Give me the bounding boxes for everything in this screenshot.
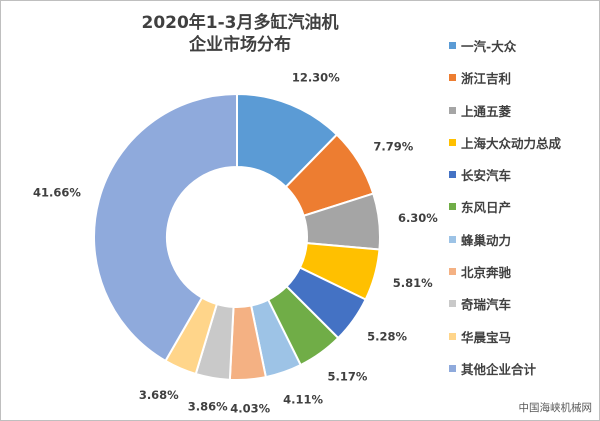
legend-item-2: 浙江吉利 [449, 66, 599, 98]
data-label-4: 5.81% [393, 276, 433, 290]
legend-swatch-4 [449, 138, 456, 146]
legend-label-11: 其他企业合计 [461, 361, 537, 377]
data-label-3: 6.30% [398, 211, 438, 225]
legend-item-8: 北京奔驰 [449, 260, 599, 292]
legend-item-1: 一汽-大众 [449, 34, 599, 66]
legend-item-9: 奇瑞汽车 [449, 292, 599, 324]
legend-swatch-7 [449, 235, 456, 243]
legend-swatch-1 [449, 42, 456, 49]
legend-swatch-11 [449, 364, 456, 372]
legend-label-6: 东风日产 [461, 200, 512, 216]
legend-item-11: 其他企业合计 [449, 357, 599, 389]
data-label-5: 5.28% [367, 330, 407, 344]
data-label-6: 5.17% [327, 370, 367, 384]
legend-swatch-9 [449, 300, 456, 308]
donut-slice-11 [93, 92, 238, 363]
legend-label-3: 上通五菱 [461, 103, 512, 119]
legend-item-5: 长安汽车 [449, 163, 599, 195]
data-label-1: 12.30% [292, 71, 340, 85]
legend-item-7: 蜂巢动力 [449, 228, 599, 260]
legend-swatch-10 [449, 332, 456, 340]
legend-swatch-5 [449, 171, 456, 179]
legend-label-10: 华晨宝马 [461, 329, 512, 345]
data-label-11: 41.66% [33, 185, 81, 199]
chart-title-line2: 企业市场分布 [189, 35, 291, 55]
legend-swatch-8 [449, 268, 456, 276]
legend-label-8: 北京奔驰 [461, 265, 512, 281]
data-label-2: 7.79% [373, 140, 413, 154]
legend-label-7: 蜂巢动力 [461, 232, 512, 248]
legend-swatch-3 [449, 106, 456, 114]
chart-title-line1: 2020年1-3月多缸汽油机 [141, 13, 339, 33]
data-label-9: 3.86% [188, 399, 228, 413]
data-label-10: 3.68% [139, 388, 179, 402]
legend-item-4: 上海大众动力总成 [449, 131, 599, 163]
legend-swatch-6 [449, 203, 456, 211]
legend-item-10: 华晨宝马 [449, 325, 599, 357]
legend-swatch-2 [449, 74, 456, 82]
legend-label-5: 长安汽车 [461, 168, 512, 184]
legend-label-2: 浙江吉利 [461, 71, 512, 87]
legend: 一汽-大众浙江吉利上通五菱上海大众动力总成 长安汽车东风日产蜂巢动力北京奔驰奇瑞汽… [449, 34, 599, 389]
legend-item-6: 东风日产 [449, 195, 599, 227]
chart-title: 2020年1-3月多缸汽油机 企业市场分布 [120, 12, 360, 56]
data-label-8: 4.03% [230, 401, 270, 415]
legend-label-4: 上海大众动力总成 [461, 135, 562, 151]
legend-label-9: 奇瑞汽车 [461, 297, 512, 313]
legend-item-3: 上通五菱 [449, 99, 599, 131]
data-label-7: 4.11% [283, 393, 323, 407]
legend-label-1: 一汽-大众 [461, 39, 517, 54]
source-text: 中国海峡机械网 [518, 402, 593, 414]
